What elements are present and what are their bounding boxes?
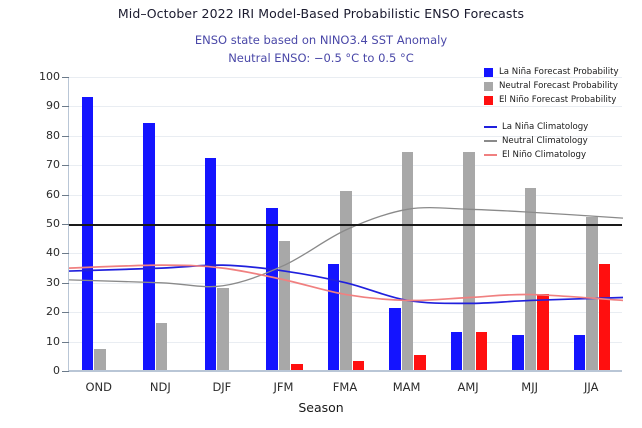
legend-line-la-nina-clim (484, 126, 497, 129)
bar-mam-la-nina (389, 308, 401, 370)
bar-amj-la-nina (450, 331, 463, 370)
legend-climatology: La Niña Climatology Neutral Climatology El… (484, 121, 588, 163)
legend-label: El Niño Forecast Probability (499, 95, 617, 106)
y-tick-label-100: 100 (39, 70, 60, 83)
bar-jja-la-nina (573, 334, 586, 370)
bar-jfm-la-nina (266, 208, 278, 370)
y-tick-label-0: 0 (53, 364, 60, 377)
y-tick-mark-80 (62, 135, 69, 137)
bar-fma-neutral (340, 190, 352, 370)
bar-mjj-neutral (524, 187, 537, 370)
x-tick-label-jfm: JFM (273, 380, 294, 394)
bar-mjj-la-nina (512, 334, 524, 370)
legend-row-climatology: Neutral Climatology (484, 135, 588, 148)
chart-subtitle-2: Neutral ENSO: −0.5 °C to 0.5 °C (228, 51, 414, 65)
legend-forecast: La Niña Forecast Probability Neutral Fore… (484, 66, 619, 108)
x-tick-label-jja: JJA (583, 380, 599, 394)
chart-subtitle-1: ENSO state based on NINO3.4 SST Anomaly (194, 33, 448, 47)
gridline-70 (69, 165, 622, 167)
bar-jja-neutral (586, 217, 598, 370)
legend-label: Neutral Forecast Probability (499, 81, 618, 92)
y-tick-label-80: 80 (46, 128, 60, 142)
legend-swatch-el-nino (484, 95, 493, 105)
legend-label: La Niña Climatology (502, 122, 589, 133)
bar-amj-neutral (463, 152, 475, 370)
curve-la-nina-climatology (68, 264, 624, 305)
y-tick-label-50: 50 (46, 217, 60, 230)
legend-line-neutral-clim (484, 140, 497, 143)
legend-label: El Niño Climatology (502, 150, 587, 161)
curve-el-nino-climatology (68, 264, 624, 302)
page-title: Mid–October 2022 IRI Model-Based Probabi… (117, 6, 525, 21)
x-tick-label-djf: DJF (212, 380, 232, 394)
gridline-0 (69, 371, 622, 372)
x-axis-label: Season (298, 400, 344, 415)
y-tick-mark-0 (62, 371, 69, 372)
legend-row-climatology: La Niña Climatology (484, 121, 588, 134)
bar-djf-la-nina (204, 158, 217, 370)
y-tick-mark-50 (62, 224, 69, 225)
bar-mam-neutral (401, 152, 414, 370)
gridline-50 (69, 224, 622, 226)
y-tick-mark-100 (62, 77, 69, 78)
y-tick-label-40: 40 (46, 246, 60, 260)
bar-ndj-la-nina (143, 123, 155, 370)
x-tick-label-ndj: NDJ (149, 380, 171, 394)
x-tick-label-amj: AMJ (457, 380, 479, 394)
y-tick-mark-10 (62, 341, 69, 343)
y-tick-mark-90 (62, 106, 69, 108)
legend-swatch-neutral (484, 81, 493, 91)
legend-swatch-la-nina (484, 67, 493, 77)
bar-djf-neutral (217, 287, 229, 370)
legend-line-el-nino-clim (484, 154, 497, 157)
y-tick-label-70: 70 (46, 158, 60, 172)
y-tick-mark-30 (62, 282, 69, 284)
bar-ond-la-nina (81, 96, 94, 370)
y-tick-mark-60 (62, 194, 69, 196)
y-tick-label-90: 90 (46, 99, 60, 113)
y-tick-mark-70 (62, 165, 69, 167)
y-tick-label-30: 30 (46, 275, 60, 289)
y-tick-label-20: 20 (46, 305, 60, 319)
bar-jja-el-nino (598, 264, 611, 370)
bar-mam-el-nino (414, 355, 426, 370)
bar-jfm-el-nino (291, 364, 303, 370)
bar-mjj-el-nino (537, 293, 549, 370)
x-tick-label-fma: FMA (332, 380, 358, 394)
y-tick-label-60: 60 (46, 187, 60, 201)
legend-label: La Niña Forecast Probability (499, 67, 619, 78)
y-tick-label-10: 10 (46, 334, 60, 348)
climatology-curves (68, 207, 624, 305)
x-tick-label-mjj: MJJ (521, 380, 539, 394)
bar-ndj-neutral (155, 322, 168, 370)
y-tick-mark-20 (62, 312, 69, 314)
x-tick-label-ond: OND (85, 380, 113, 394)
gridline-80 (69, 135, 622, 137)
legend-row-climatology: El Niño Climatology (484, 149, 588, 162)
gridline-90 (69, 106, 622, 108)
curve-neutral-climatology (68, 207, 624, 288)
bar-ond-neutral (94, 349, 106, 370)
y-tick-mark-40 (62, 253, 69, 255)
bar-fma-la-nina (327, 264, 340, 370)
bar-fma-el-nino (352, 361, 365, 370)
gridline-100 (69, 77, 622, 78)
legend-row-forecast: El Niño Forecast Probability (484, 94, 619, 107)
x-tick-label-mam: MAM (392, 380, 421, 394)
legend-row-forecast: Neutral Forecast Probability (484, 80, 619, 93)
plot-area (62, 77, 624, 372)
bar-amj-el-nino (475, 331, 488, 370)
legend-row-forecast: La Niña Forecast Probability (484, 66, 619, 79)
legend-label: Neutral Climatology (502, 136, 588, 147)
bar-jfm-neutral (278, 240, 291, 370)
